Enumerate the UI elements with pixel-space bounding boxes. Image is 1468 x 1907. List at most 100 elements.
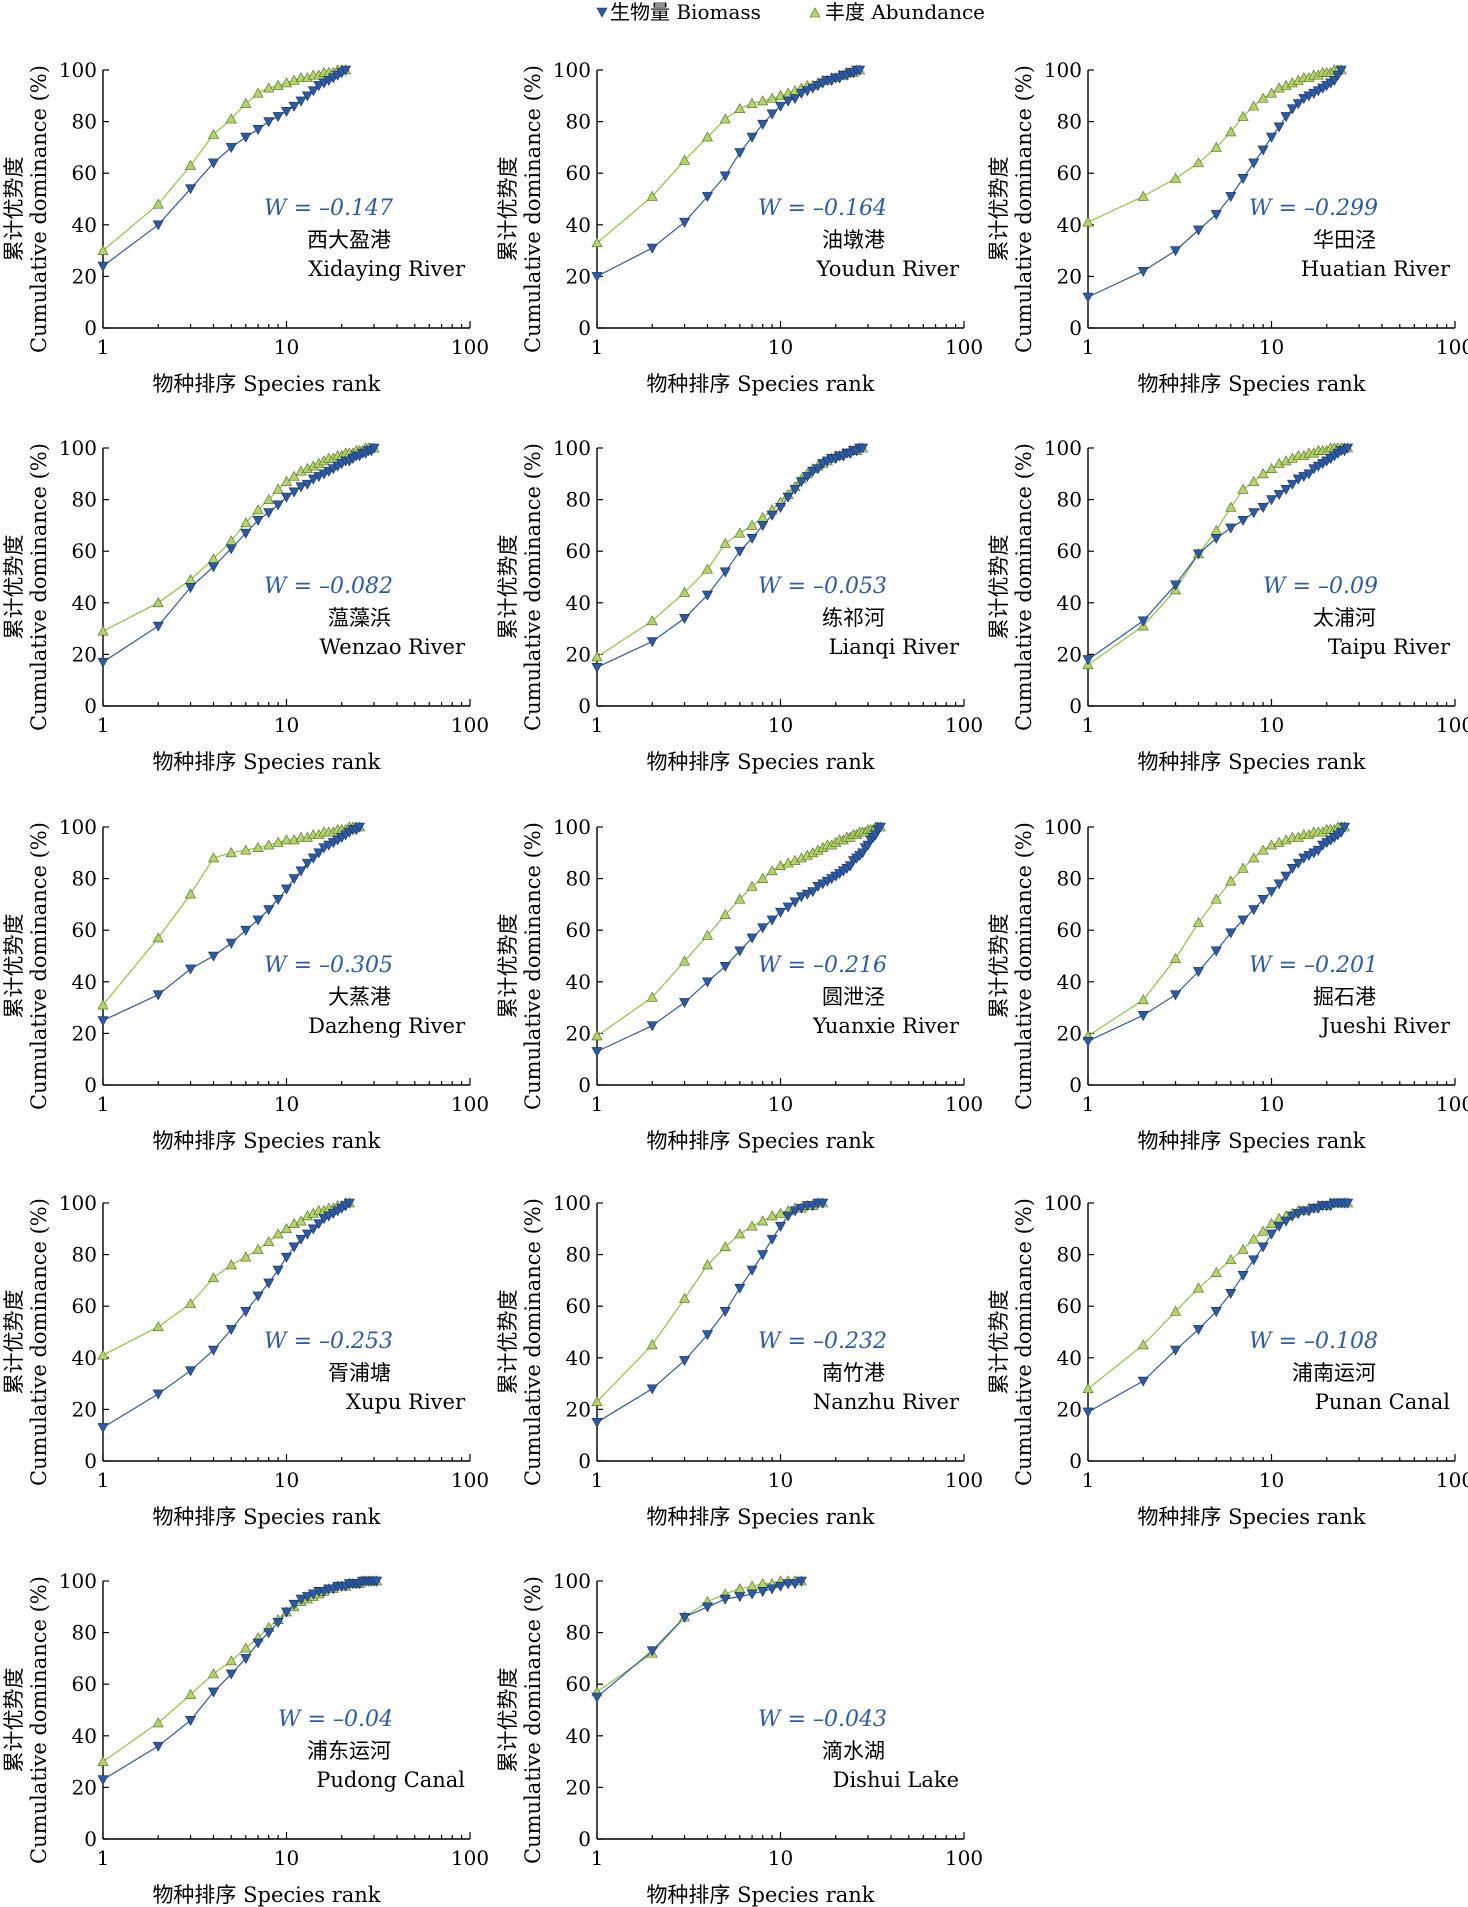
biomass-point: [757, 521, 769, 532]
y-tick-label: 60: [72, 161, 97, 185]
y-tick-label: 80: [1057, 1243, 1082, 1267]
biomass-point: [1225, 1289, 1237, 1299]
y-tick-label: 100: [1044, 58, 1082, 82]
y-axis-title-cn: 累计优势度: [987, 1290, 1011, 1395]
x-axis-title: 物种排序 Species rank: [152, 1505, 380, 1529]
biomass-point: [1170, 580, 1182, 591]
biomass-point: [152, 621, 164, 632]
biomass-point: [1280, 112, 1292, 123]
biomass-point: [1280, 1216, 1292, 1227]
biomass-point: [1225, 928, 1237, 939]
biomass-point: [1273, 490, 1285, 501]
biomass-point: [252, 125, 264, 135]
biomass-point: [1286, 104, 1298, 115]
y-tick-label: 0: [84, 1449, 97, 1473]
x-tick-label: 10: [274, 1092, 299, 1116]
abundance-point: [263, 839, 275, 850]
x-axis-title: 物种排序 Species rank: [646, 1505, 874, 1529]
x-tick-label: 10: [274, 713, 299, 737]
biomass-point: [795, 1576, 807, 1587]
abundance-point: [757, 872, 769, 883]
abundance-point: [1237, 110, 1249, 121]
y-axis-title-en: Cumulative dominance (%): [521, 443, 545, 731]
abundance-point: [646, 1339, 658, 1350]
abundance-point: [288, 1218, 300, 1228]
biomass-point: [288, 1599, 300, 1610]
biomass-point: [646, 1021, 658, 1032]
biomass-point: [1257, 1242, 1269, 1253]
y-tick-label: 100: [553, 436, 591, 460]
biomass-point: [280, 106, 293, 117]
x-axis-title: 物种排序 Species rank: [646, 1129, 874, 1153]
y-tick-label: 60: [1057, 918, 1082, 942]
x-axis-title: 物种排序 Species rank: [646, 372, 874, 396]
y-tick-label: 80: [1057, 867, 1082, 891]
biomass-point: [288, 487, 300, 498]
y-tick-label: 80: [72, 1621, 97, 1645]
y-axis-title-en: Cumulative dominance (%): [27, 1576, 51, 1864]
biomass-point: [782, 492, 794, 503]
biomass-point: [225, 1669, 237, 1680]
y-tick-label: 100: [553, 1569, 591, 1593]
biomass-point: [646, 243, 658, 254]
biomass-point: [272, 500, 284, 511]
abundance-point: [766, 92, 778, 103]
biomass-point: [185, 583, 197, 593]
biomass-line: [596, 1202, 823, 1423]
abundance-point: [207, 1668, 219, 1679]
biomass-point: [288, 101, 300, 112]
biomass-point: [272, 894, 284, 905]
biomass-point: [301, 91, 313, 102]
biomass-point: [719, 962, 731, 972]
biomass-point: [1210, 1307, 1222, 1317]
biomass-point: [1257, 894, 1269, 905]
biomass-point: [734, 1283, 746, 1294]
biomass-point: [782, 902, 794, 913]
y-tick-label: 40: [566, 591, 591, 615]
panel-7: 0 20 40 60 80 100 1 10 100 物种排序 Species rank 累计优势度…: [496, 815, 983, 1153]
abundance-point: [719, 909, 731, 920]
biomass-point: [1273, 879, 1285, 890]
legend-abundance-marker: [809, 7, 821, 18]
abundance-point: [240, 844, 252, 855]
site-name-cn: 掘石港: [1313, 985, 1376, 1009]
biomass-point: [734, 946, 746, 957]
biomass-point: [1170, 990, 1182, 1001]
abundance-point: [734, 527, 746, 538]
x-axis-title: 物种排序 Species rank: [1137, 1129, 1365, 1153]
biomass-point: [766, 1234, 778, 1245]
abundance-point: [240, 97, 252, 108]
biomass-point: [1170, 1345, 1182, 1356]
x-tick-label: 100: [451, 1468, 489, 1492]
abundance-point: [1237, 1243, 1249, 1254]
biomass-point: [679, 1356, 691, 1366]
site-name-cn: 练祁河: [822, 606, 885, 630]
biomass-point: [272, 1265, 284, 1276]
abundance-point: [1225, 126, 1237, 137]
y-tick-label: 80: [72, 488, 97, 512]
y-axis-title-en: Cumulative dominance (%): [1012, 1198, 1036, 1486]
y-axis-title-en: Cumulative dominance (%): [521, 1198, 545, 1486]
y-axis-title-cn: 累计优势度: [987, 157, 1011, 262]
abundance-point: [774, 1207, 787, 1218]
abundance-point: [1248, 852, 1260, 863]
site-name-cn: 大蒸港: [328, 985, 391, 1009]
y-tick-label: 80: [566, 488, 591, 512]
biomass-point: [746, 1589, 758, 1600]
biomass-point: [789, 897, 801, 908]
site-name-cn: 胥浦塘: [328, 1361, 391, 1385]
site-name-cn: 西大盈港: [307, 228, 391, 252]
biomass-point: [766, 1584, 778, 1595]
biomass-point: [757, 1250, 769, 1261]
panel-3: 0 20 40 60 80 100 1 10 100 物种排序 Species rank 累计优势度…: [2, 436, 489, 774]
x-tick-label: 1: [1082, 335, 1095, 359]
abundance-point: [1273, 836, 1285, 847]
abundance-point: [782, 857, 794, 868]
x-tick-label: 1: [1082, 1092, 1095, 1116]
abundance-point: [252, 504, 264, 515]
y-tick-label: 0: [578, 316, 591, 340]
abundance-point: [719, 537, 731, 548]
y-tick-label: 60: [566, 161, 591, 185]
y-axis-title-cn: 累计优势度: [496, 1668, 520, 1773]
abundance-point: [1082, 216, 1094, 227]
